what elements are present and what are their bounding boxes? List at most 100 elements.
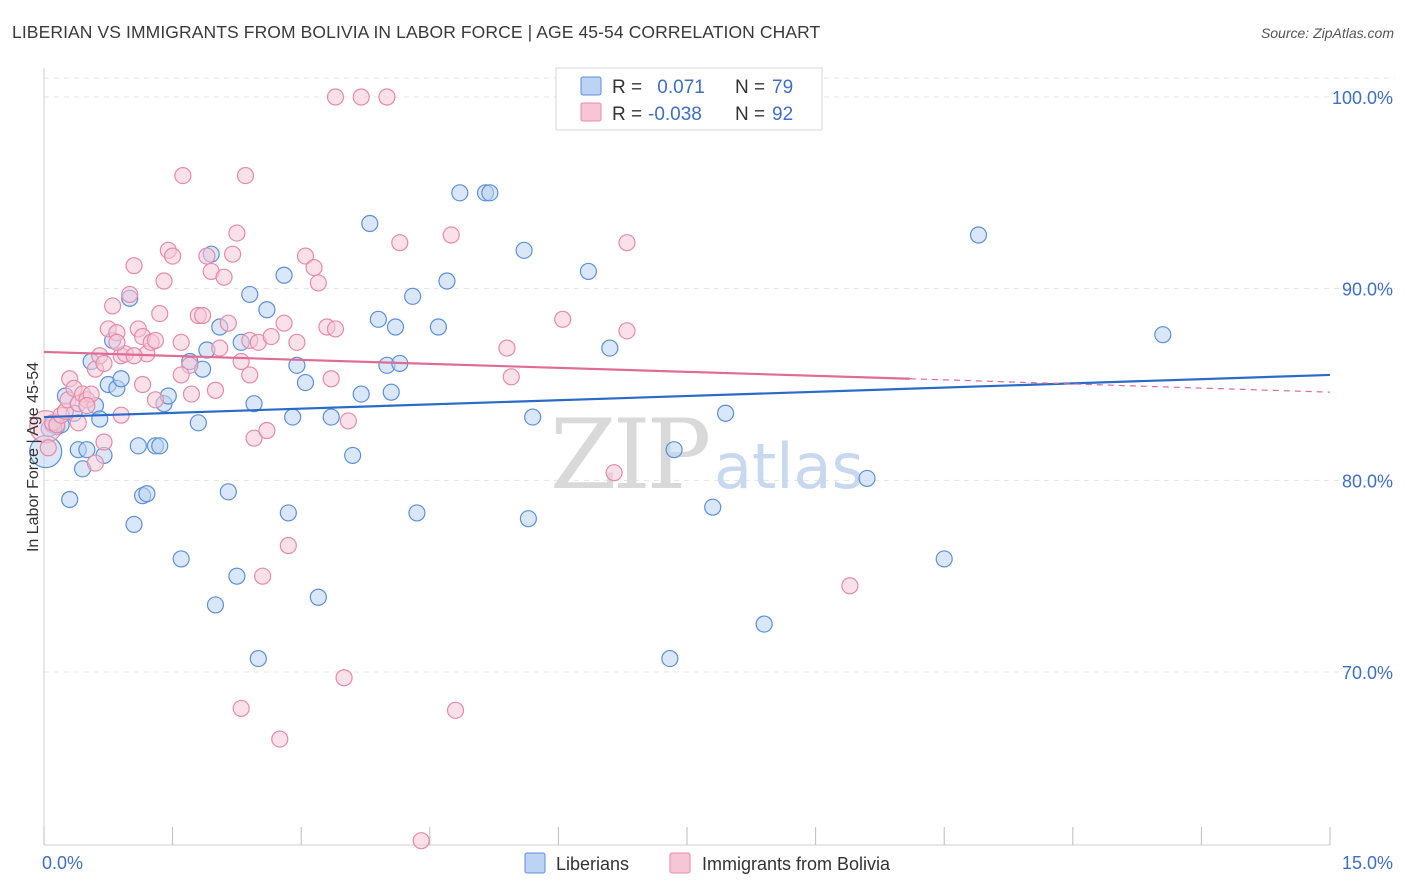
point-liberians-39 xyxy=(245,395,263,413)
point-bolivia-40 xyxy=(206,381,225,399)
point-bolivia-57 xyxy=(288,333,306,351)
point-bolivia-56 xyxy=(279,536,297,555)
point-liberians-40 xyxy=(249,649,267,668)
series-label-bolivia: Immigrants from Bolivia xyxy=(702,854,891,874)
point-bolivia-51 xyxy=(254,567,272,585)
trend-line-liberians xyxy=(43,373,1331,419)
point-liberians-54 xyxy=(382,383,400,401)
point-bolivia-27 xyxy=(146,331,165,350)
point-bolivia-41 xyxy=(211,339,229,357)
x-tick-label-max: 15.0% xyxy=(1342,853,1393,873)
watermark: ZIP atlas xyxy=(550,399,864,511)
point-liberians-77 xyxy=(1154,326,1172,344)
point-bolivia-47 xyxy=(236,166,255,185)
point-bolivia-43 xyxy=(219,314,237,332)
source-credit: Source: ZipAtlas.com xyxy=(1260,25,1394,41)
legend: R = 0.071 N = 79 R = -0.038 N = 92 xyxy=(555,67,823,131)
y-tick-label-0: 70.0% xyxy=(1342,663,1393,683)
point-bolivia-55 xyxy=(275,314,293,332)
point-bolivia-59 xyxy=(305,258,323,277)
point-bolivia-69 xyxy=(391,234,409,252)
point-bolivia-37 xyxy=(194,306,212,325)
point-bolivia-22 xyxy=(125,257,143,275)
point-bolivia-44 xyxy=(224,245,242,263)
point-liberians-73 xyxy=(755,615,773,633)
point-liberians-5 xyxy=(61,490,79,509)
point-liberians-58 xyxy=(408,504,426,522)
point-bolivia-84 xyxy=(108,333,126,351)
point-liberians-24 xyxy=(151,437,169,455)
point-bolivia-80 xyxy=(232,699,250,718)
series-swatch-bolivia xyxy=(669,852,691,874)
point-liberians-55 xyxy=(386,318,405,336)
trend-line-dashed-bolivia xyxy=(909,378,1331,393)
point-liberians-20 xyxy=(129,437,147,455)
point-liberians-36 xyxy=(228,567,246,585)
chart-title: LIBERIAN VS IMMIGRANTS FROM BOLIVIA IN L… xyxy=(12,22,821,42)
point-bolivia-21 xyxy=(121,285,139,304)
point-liberians-69 xyxy=(661,649,679,668)
trend-lines xyxy=(43,350,1331,419)
point-bolivia-17 xyxy=(103,297,122,315)
legend-r-label-1: R = xyxy=(612,77,642,98)
point-bolivia-42 xyxy=(215,268,233,286)
point-bolivia-60 xyxy=(309,274,327,292)
y-tick-label-3: 100.0% xyxy=(1332,88,1393,108)
data-points xyxy=(29,88,1172,850)
point-liberians-44 xyxy=(284,408,302,426)
point-liberians-27 xyxy=(172,550,190,568)
point-bolivia-53 xyxy=(262,327,280,346)
point-bolivia-49 xyxy=(245,429,263,447)
point-liberians-9 xyxy=(78,441,96,459)
point-liberians-42 xyxy=(275,266,293,284)
point-liberians-19 xyxy=(125,515,143,534)
legend-swatch-liberians xyxy=(580,76,602,96)
point-bolivia-31 xyxy=(164,247,182,265)
point-liberians-63 xyxy=(481,184,499,202)
point-liberians-52 xyxy=(369,310,387,328)
point-liberians-74 xyxy=(858,469,876,488)
point-liberians-51 xyxy=(361,214,379,233)
legend-n-label-1: N = xyxy=(735,77,765,98)
point-bolivia-75 xyxy=(554,310,572,328)
series-label-liberians: Liberians xyxy=(556,854,629,874)
point-bolivia-91 xyxy=(172,366,190,384)
point-bolivia-82 xyxy=(86,454,105,472)
point-bolivia-63 xyxy=(326,320,345,338)
point-liberians-66 xyxy=(524,408,542,426)
series-swatch-liberians xyxy=(524,852,546,874)
point-bolivia-81 xyxy=(241,366,259,384)
point-liberians-43 xyxy=(279,504,297,522)
point-liberians-12 xyxy=(91,410,109,428)
point-bolivia-45 xyxy=(228,224,246,242)
point-bolivia-72 xyxy=(446,701,465,719)
point-liberians-57 xyxy=(404,287,422,305)
point-bolivia-29 xyxy=(155,272,173,290)
point-bolivia-33 xyxy=(174,166,192,185)
point-liberians-41 xyxy=(258,301,276,319)
point-bolivia-77 xyxy=(618,234,636,252)
point-bolivia-1 xyxy=(39,439,57,457)
point-liberians-76 xyxy=(969,226,988,244)
point-bolivia-68 xyxy=(378,88,396,106)
point-liberians-60 xyxy=(438,272,456,290)
point-bolivia-88 xyxy=(146,391,165,409)
point-liberians-48 xyxy=(322,408,340,426)
point-bolivia-65 xyxy=(339,412,357,430)
point-liberians-70 xyxy=(665,441,683,459)
point-liberians-17 xyxy=(112,370,130,388)
legend-n-value-2: 92 xyxy=(772,104,793,125)
point-bolivia-86 xyxy=(69,414,87,432)
y-tick-label-2: 90.0% xyxy=(1342,280,1393,300)
point-bolivia-15 xyxy=(95,354,113,373)
point-bolivia-87 xyxy=(78,396,96,415)
point-liberians-75 xyxy=(935,550,953,568)
point-bolivia-71 xyxy=(442,226,460,244)
legend-n-label-2: N = xyxy=(735,104,765,125)
x-tick-labels: 0.0% 15.0% xyxy=(42,853,1393,873)
point-liberians-38 xyxy=(241,285,259,304)
point-bolivia-89 xyxy=(95,433,113,451)
point-bolivia-79 xyxy=(841,577,859,595)
point-liberians-68 xyxy=(601,339,619,357)
point-liberians-46 xyxy=(296,373,315,392)
